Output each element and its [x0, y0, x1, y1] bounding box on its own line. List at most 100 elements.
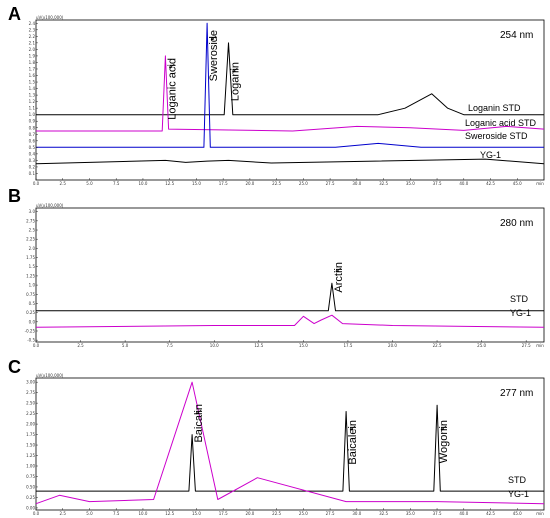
trace-label-yg-1: YG-1 [510, 308, 531, 318]
peak-arrow-loganic-acid [169, 63, 175, 69]
x-tick-label: 5.0 [86, 511, 93, 516]
panel-c-trace-labels: STD YG-1 [508, 475, 529, 499]
trace-sweroside-std [36, 22, 544, 148]
trace-loganic-acid-std [36, 55, 545, 132]
panel-a-traces [35, 22, 545, 165]
peak-arrow-loganin [232, 67, 238, 73]
y-tick-label: 0.6 [29, 138, 36, 143]
x-tick-label: 15.0 [192, 511, 201, 516]
peak-arrow-baicalin [195, 409, 202, 415]
x-tick-label: 22.5 [433, 343, 442, 348]
y-tick-label: 2.4 [29, 21, 36, 26]
y-tick-label: 2.1 [29, 40, 36, 45]
y-tick-label: 0.4 [29, 151, 36, 156]
y-tick-label: 1.4 [29, 86, 36, 91]
x-tick-label: 32.5 [379, 181, 388, 186]
panel-letter-c: C [8, 357, 21, 377]
y-tick-label: 1.3 [29, 93, 36, 98]
y-tick-label: 2.5 [29, 228, 36, 233]
y-tick-label: 1.8 [29, 60, 36, 65]
y-tick-label: 1.5 [29, 264, 36, 269]
trace-yg-1 [35, 158, 545, 165]
trace-label-loganin-std: Loganin STD [468, 103, 521, 113]
peak-arrow-arctiin [335, 267, 342, 273]
peak-label-loganin: Loganin [230, 62, 242, 101]
y-tick-label: 0.2 [29, 164, 36, 169]
panel-b-traces [35, 282, 545, 328]
y-tick-label: 1.5 [29, 80, 36, 85]
trace-std [36, 404, 544, 492]
peak-arrow-baicalein [349, 425, 356, 431]
y-tick-label: 1.0 [29, 112, 36, 117]
x-tick-label: 25.0 [477, 343, 486, 348]
x-tick-label: 15.0 [299, 343, 308, 348]
x-tick-label: 32.5 [379, 511, 388, 516]
y-tick-label: 0.8 [29, 125, 36, 130]
y-tick-label: 2.75 [26, 390, 35, 395]
panel-letter-a: A [8, 4, 21, 24]
y-tick-label: 0.5 [29, 301, 36, 306]
y-tick-label: 1.75 [26, 255, 35, 260]
x-tick-label: 27.5 [522, 343, 531, 348]
x-tick-label: 7.5 [113, 181, 120, 186]
x-tick-label: 5.0 [122, 343, 129, 348]
x-tick-label: 0.0 [33, 343, 40, 348]
y-tick-label: 0.75 [26, 292, 35, 297]
y-tick-label: 0.50 [26, 484, 35, 489]
x-tick-label: 0.0 [33, 511, 40, 516]
panel-b-y-ticks: -0.5 -0.25 0.0 0.25 0.5 0.75 1.0 1.25 1.5 1.75 2.0… [25, 209, 38, 343]
x-tick-label: 37.5 [433, 511, 442, 516]
panel-c-plot-frame [35, 377, 545, 511]
peak-label-wogonin: Wogonin [438, 420, 450, 463]
peak-arrow-sweroside [210, 35, 217, 41]
x-tick-label: 10.0 [138, 511, 147, 516]
trace-label-yg-1: YG-1 [508, 489, 529, 499]
panel-b-trace-labels: STD YG-1 [510, 294, 531, 318]
x-tick-label: 7.5 [166, 343, 173, 348]
x-tick-label: 0.0 [33, 181, 40, 186]
y-tick-label: 0.7 [29, 132, 36, 137]
x-tick-label: 5.0 [86, 181, 93, 186]
y-tick-label: 3.0 [29, 209, 36, 214]
x-tick-label: 20.0 [245, 181, 254, 186]
y-tick-label: 2.3 [29, 27, 36, 32]
x-tick-label: 40.0 [459, 181, 468, 186]
panel-letter-b: B [8, 186, 21, 206]
y-tick-label: 0.5 [29, 145, 36, 150]
x-tick-label: 7.5 [113, 511, 120, 516]
panel-b-plot-frame [35, 207, 545, 343]
trace-label-std: STD [508, 475, 527, 485]
x-tick-label: 27.5 [326, 511, 335, 516]
panel-a-wavelength: 254 nm [500, 30, 533, 41]
x-tick-label: 45.0 [513, 181, 522, 186]
panel-c-x-ticks: 0.0 2.5 5.0 7.5 10.0 12.5 15.0 17.5 20.0 22.5 25.0… [33, 508, 544, 516]
y-tick-label: 1.6 [29, 73, 36, 78]
trace-yg-1 [35, 314, 545, 328]
x-tick-label: 17.5 [343, 343, 352, 348]
y-tick-label: 1.75 [26, 432, 35, 437]
y-tick-label: 0.75 [26, 474, 35, 479]
y-tick-label: 3.00 [26, 380, 35, 385]
y-tick-label: -0.25 [25, 328, 36, 333]
y-tick-label: 2.75 [26, 218, 35, 223]
panel-c-wavelength: 277 nm [500, 388, 533, 399]
y-tick-label: 2.0 [29, 246, 36, 251]
y-tick-label: 2.0 [29, 47, 36, 52]
x-tick-label: 42.5 [486, 181, 495, 186]
x-tick-label: 22.5 [272, 181, 281, 186]
trace-std [36, 282, 544, 312]
y-tick-label: 1.25 [26, 453, 35, 458]
trace-label-std: STD [510, 294, 529, 304]
x-tick-label: 25.0 [299, 511, 308, 516]
panel-c-scale-label: uV(x100,000) [36, 373, 64, 378]
x-tick-label: 2.5 [60, 511, 67, 516]
panel-c-y-ticks: 0.00 0.25 0.50 0.75 1.00 1.25 1.50 1.75 2.00 2.25… [26, 380, 38, 510]
panel-b-wavelength: 280 nm [500, 218, 533, 229]
y-tick-label: 0.00 [26, 505, 35, 510]
peak-arrow-wogonin [440, 425, 447, 431]
peak-label-sweroside: Sweroside [208, 30, 220, 81]
y-tick-label: 0.1 [29, 171, 36, 176]
y-tick-label: 1.9 [29, 53, 36, 58]
trace-label-sweroside-std: Sweroside STD [465, 131, 528, 141]
y-tick-label: 2.2 [29, 34, 36, 39]
